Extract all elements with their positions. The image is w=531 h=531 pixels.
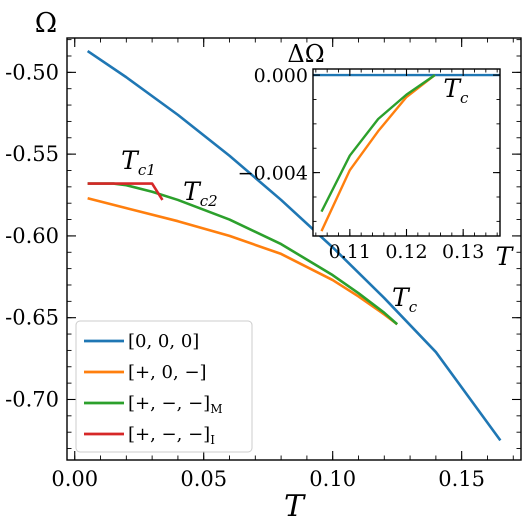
annotation-base: T [443,74,462,103]
annotation-subscript: c2 [200,192,218,210]
y-tick-label: -0.70 [5,387,59,411]
legend-label-3: [+, −, −]I [128,424,215,447]
legend-label-text: [+, −, −] [128,393,210,414]
x-tick-label: 0.10 [309,467,356,491]
series-line-0 [86,50,502,442]
legend-label-subscript: I [210,433,215,447]
annotation-subscript: c [460,89,469,107]
legend: [0, 0, 0][+, 0, −][+, −, −]M[+, −, −]I [75,320,253,453]
main-plot: 0.00 0.05 0.10 0.15 -0.50 -0.55 -0.60 -0.65 -0.7… [5,8,522,524]
annotation-label: Tc1 [121,146,156,179]
series-line-1 [320,74,436,232]
legend-label-text: [+, 0, −] [128,362,207,383]
annotation-base: T [392,283,411,312]
inset-x-axis-label: T [496,242,515,271]
legend-label-1: [+, 0, −] [128,362,207,383]
legend-label-text: [0, 0, 0] [128,331,199,352]
x-axis-label: T [284,489,306,524]
annotation-label: Tc [392,283,418,316]
legend-label-text: [+, −, −] [128,424,210,445]
legend-box [75,320,253,453]
annotation-base: T [121,146,140,175]
annotation-subscript: c [409,298,418,316]
annotation-label: Tc2 [183,177,218,210]
legend-label-2: [+, −, −]M [128,393,222,416]
y-tick-label: -0.50 [5,60,59,84]
y-axis-label: Ω [35,8,57,39]
y-tick-label: 0.000 [254,65,308,87]
series-line-2 [320,74,436,213]
annotation-label: Tc [443,74,469,107]
x-tick-label: 0.00 [51,467,98,491]
legend-label-0: [0, 0, 0] [128,331,199,352]
x-tick-label: 0.11 [329,241,371,263]
y-tick-label: -0.60 [5,224,59,248]
series-line-1 [87,197,398,326]
x-tick-label: 0.05 [180,467,227,491]
y-tick-label: -0.55 [5,142,59,166]
inset-y-axis-label: ΔΩ [287,40,324,68]
series-line-3 [87,182,164,201]
y-tick-label: -0.65 [5,306,59,330]
annotation-subscript: c1 [138,161,156,179]
x-tick-label: 0.15 [438,467,485,491]
annotation-base: T [183,177,202,206]
x-tick-label: 0.12 [385,241,427,263]
x-tick-label: 0.13 [442,241,484,263]
legend-label-subscript: M [210,402,222,416]
axes-frame [66,37,522,461]
y-tick-label: −0.004 [238,163,308,185]
